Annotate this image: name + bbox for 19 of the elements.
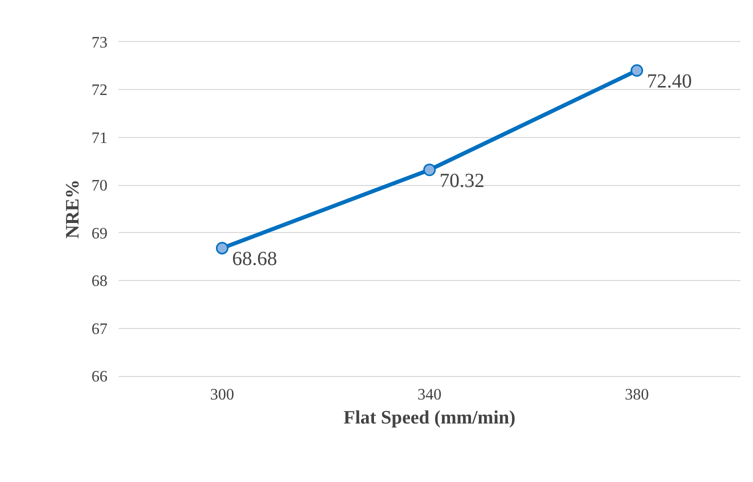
y-tick-label: 66 (92, 368, 108, 386)
x-axis-title: Flat Speed (mm/min) (343, 408, 516, 428)
data-label: 72.40 (646, 70, 692, 92)
y-tick-label: 73 (92, 34, 108, 52)
y-axis-title: NRE% (62, 179, 84, 239)
y-tick-label: 71 (92, 130, 108, 147)
point (216, 242, 228, 254)
data-label: 70.32 (440, 170, 484, 192)
y-tick-label: 72 (92, 82, 108, 100)
x-tick-label: 340 (418, 386, 442, 404)
y-tick-label: 69 (92, 225, 108, 242)
x-tick-label: 380 (624, 386, 649, 404)
point (423, 164, 436, 176)
data-label: 68.68 (232, 248, 278, 270)
y-tick-label: 70 (92, 178, 108, 195)
x-tick-label: 300 (210, 386, 234, 404)
point (630, 64, 644, 77)
y-tick-label: 67 (92, 320, 108, 338)
y-tick-label: 68 (92, 273, 108, 290)
